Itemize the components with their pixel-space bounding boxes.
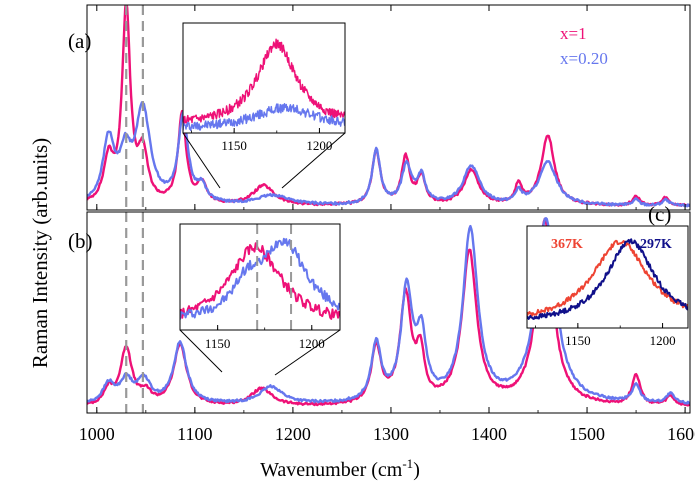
tick-label-inset-a-1150: 1150 — [221, 138, 247, 153]
frame-inset-a — [182, 22, 346, 134]
tick-label-b-1500: 1500 — [569, 424, 605, 444]
x-axis-label: Wavenumber (cm-1) — [260, 456, 420, 481]
tick-label-inset-b-1200: 1200 — [299, 336, 325, 351]
zoom-guides — [179, 132, 346, 376]
inset-b: 1150 1200 — [179, 223, 341, 351]
series-b-inset-1 — [180, 242, 340, 320]
legend-x1: x=1 — [560, 24, 587, 43]
series-a-inset-2 — [183, 103, 345, 132]
tick-label-b-1400: 1400 — [471, 424, 507, 444]
frame-inset-b — [179, 223, 341, 331]
inset-a: 1150 1200 — [182, 22, 346, 153]
panel-c: 1150 1200 — [526, 225, 689, 348]
series-a-1 — [87, 5, 690, 207]
tick-label-c-1150: 1150 — [565, 333, 591, 348]
zoom-guide-b-right — [274, 329, 341, 376]
series-a-2 — [87, 101, 690, 208]
inset-b-bg — [180, 224, 340, 330]
panel-label-b: (b) — [68, 229, 93, 253]
tick-label-b-1300: 1300 — [373, 424, 409, 444]
tick-label-b-1600: 1600 — [667, 424, 695, 444]
series-c-1 — [527, 239, 688, 317]
y-axis-label: Raman Intensity (arb.units) — [28, 138, 52, 368]
series-b-inset-2 — [180, 237, 340, 320]
panel-label-c: (c) — [648, 202, 671, 226]
series-c-2 — [527, 238, 688, 320]
tick-label-b-1100: 1100 — [177, 424, 212, 444]
tick-label-b-1200: 1200 — [275, 424, 311, 444]
tick-label-inset-a-1200: 1200 — [306, 138, 332, 153]
tick-label-c-1200: 1200 — [650, 333, 676, 348]
legend-x020: x=0.20 — [560, 49, 608, 68]
frame-a — [86, 4, 691, 211]
panel-b: 1000 1100 1200 1300 1400 1500 1600 — [79, 211, 695, 444]
panel-a — [86, 4, 691, 211]
legend-297k: 297K — [640, 237, 672, 252]
tick-label-inset-b-1150: 1150 — [205, 336, 231, 351]
frame-b — [86, 211, 691, 414]
panel-label-a: (a) — [68, 29, 91, 53]
zoom-guide-b-left — [179, 329, 223, 373]
tick-label-b-1000: 1000 — [79, 424, 115, 444]
zoom-guide-a-left — [182, 132, 221, 189]
legend-367k: 367K — [551, 237, 583, 252]
frame-c — [526, 225, 689, 329]
series-a-inset-1 — [183, 38, 345, 126]
zoom-guide-a-right — [281, 132, 346, 189]
series-b-2 — [87, 217, 690, 405]
